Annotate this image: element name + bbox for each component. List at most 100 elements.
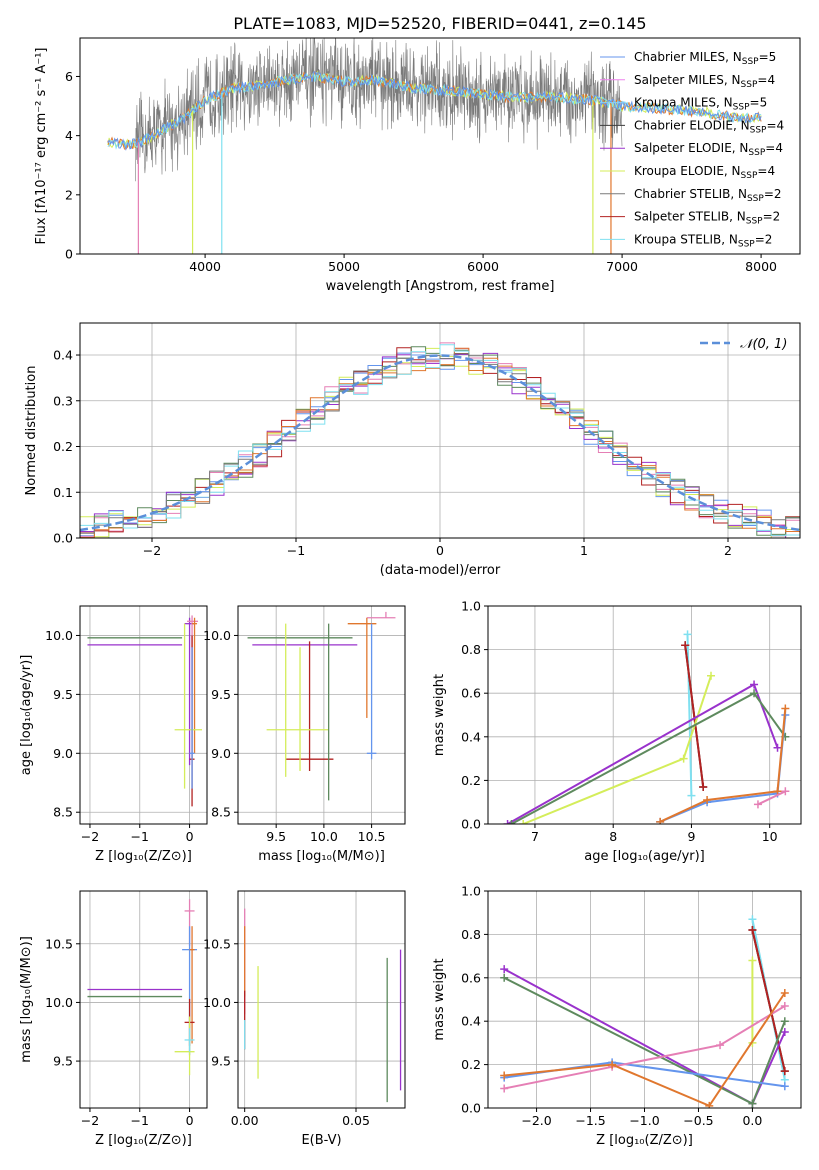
mass-weight-marker [656, 817, 665, 824]
mass-weight-marker [683, 630, 692, 639]
mass-weight-marker [780, 1002, 789, 1011]
residuals-axes: −2 −1 0 1 2 0.0 0.1 0.2 0.3 0.4 (data-model)/error… [24, 323, 800, 578]
legend-suffix: =4 [757, 164, 775, 178]
spectrum-frame [79, 37, 801, 255]
mass-weight-marker [500, 1084, 509, 1093]
legend-subscript: SSP [742, 57, 759, 67]
histogram-step-line [80, 353, 800, 534]
mass-weight-line [511, 691, 787, 824]
model-spectrum-line [107, 72, 762, 150]
mass-weight-marker [679, 754, 688, 763]
x-tick-label: −1.0 [629, 1113, 659, 1128]
residuals-frame [79, 322, 801, 539]
y-tick-label: 10.5 [203, 936, 231, 951]
mass-weight-marker [703, 796, 712, 805]
legend-entry: Salpeter MILES, NSSP=4 [634, 73, 775, 90]
legend-suffix: =4 [757, 73, 775, 87]
mass-weight-marker [780, 1028, 789, 1037]
age_vs_mass-frame [237, 605, 406, 825]
legend-entry: Kroupa ELODIE, NSSP=4 [634, 164, 775, 181]
mass-weight-marker [748, 956, 757, 965]
y-axis-label: Normed distribution [24, 366, 39, 496]
mass-weight-line [504, 992, 786, 1108]
y-tick-label: 10.0 [45, 628, 73, 643]
mass-weight-marker [707, 671, 716, 680]
y-tick-label: 10.0 [45, 995, 73, 1010]
x-tick-label: 4000 [189, 259, 221, 274]
legend-suffix: =5 [750, 96, 768, 110]
x-tick-label: −1 [287, 543, 305, 558]
mass-weight-marker [750, 689, 759, 698]
y-tick-label: 0.0 [461, 1101, 481, 1116]
y-tick-label: 6 [65, 69, 73, 84]
y-tick-label: 9.5 [211, 1054, 231, 1069]
x-tick-label: −2 [143, 543, 161, 558]
age_vs_mass-marks [247, 611, 396, 801]
residuals-marks [80, 342, 800, 538]
x-tick-label: −2 [81, 829, 99, 844]
x-tick-label: 0 [436, 543, 444, 558]
y-tick-label: 0.6 [461, 970, 481, 985]
y-tick-label: 0.2 [461, 773, 481, 788]
mass-weight-marker [748, 926, 757, 935]
mass-weight-marker [780, 1017, 789, 1026]
y-tick-label: 9.0 [211, 746, 231, 761]
y-axis-label: Flux [fλ10⁻¹⁷ erg cm⁻² s⁻¹ A⁻¹] [34, 48, 49, 245]
x-axis-label: age [log₁₀(age/yr)] [584, 849, 705, 864]
y-tick-label: 9.5 [53, 687, 73, 702]
x-axis-label: wavelength [Angstrom, rest frame] [326, 279, 555, 294]
mass-weight-line [659, 714, 787, 823]
age_vs_Z-frame [79, 605, 208, 825]
mass-weight-line [684, 645, 705, 788]
mass-weight-marker [780, 988, 789, 997]
x-tick-label: 0.05 [342, 1113, 370, 1128]
legend-suffix: =4 [766, 118, 784, 132]
residuals-legend: 𝒩(0, 1) [700, 337, 787, 352]
mass-weight-marker [500, 965, 509, 974]
spectrum-axes: 4000 5000 6000 7000 8000 0 2 4 6 wavelength [Angs… [34, 48, 777, 295]
x-axis-label: Z [log₁₀(Z/Z⊙)] [95, 849, 192, 864]
x-tick-label: 0.0 [742, 1113, 762, 1128]
mw_vs_age-marks [503, 630, 790, 824]
y-tick-label: 0.0 [53, 531, 73, 546]
mass-weight-line [757, 790, 786, 806]
legend-subscript: SSP [733, 103, 750, 113]
x-tick-label: 2 [724, 543, 732, 558]
y-tick-label: 0.6 [461, 686, 481, 701]
y-tick-label: 0.8 [461, 927, 481, 942]
legend-suffix: =4 [765, 141, 783, 155]
x-axis-label: Z [log₁₀(Z/Z⊙)] [596, 1133, 693, 1148]
age_vs_Z-marks [87, 615, 203, 807]
mass-weight-marker [681, 641, 690, 650]
y-tick-label: 9.5 [211, 687, 231, 702]
mw_vs_age-frame [487, 605, 802, 825]
mass-weight-marker [780, 1067, 789, 1076]
mass-weight-marker [608, 1060, 617, 1069]
y-tick-label: 4 [65, 128, 73, 143]
y-tick-label: 9.0 [53, 746, 73, 761]
x-tick-label: 10.5 [358, 829, 386, 844]
legend-suffix: =2 [764, 187, 782, 201]
x-tick-label: 0.00 [231, 1113, 259, 1128]
figure-title: PLATE=1083, MJD=52520, FIBERID=0441, z=0… [233, 14, 646, 33]
mass-weight-marker [500, 1071, 509, 1080]
x-tick-label: 6000 [467, 259, 499, 274]
x-axis-label: mass [log₁₀(M/M⊙)] [258, 849, 385, 864]
mw_vs_Z-axes: −2.0 −1.5 −1.0 −0.5 0.0 0.0 0.2 0.4 0.6 0.8 1.0 Z [… [432, 884, 801, 1148]
x-tick-label: 8 [609, 829, 617, 844]
y-tick-label: 0.4 [461, 1014, 481, 1029]
x-tick-label: −1 [131, 1113, 149, 1128]
mw_vs_Z-frame [487, 890, 802, 1109]
mass_vs_Z-frame [79, 890, 208, 1109]
observed-spectrum-line [135, 38, 623, 182]
mass-weight-marker [716, 1041, 725, 1050]
mw_vs_Z-marks [500, 915, 789, 1108]
legend-suffix: =5 [759, 50, 777, 64]
legend-subscript: SSP [750, 125, 767, 135]
y-tick-label: 8.5 [53, 805, 73, 820]
legend-subscript: SSP [741, 80, 758, 90]
legend-suffix: =2 [763, 210, 781, 224]
mass-weight-line [686, 634, 693, 796]
mass_vs_Z-axes: −2 −1 0 9.5 10.0 10.5 Z [log₁₀(Z/Z⊙)] mass [log… [19, 891, 207, 1148]
